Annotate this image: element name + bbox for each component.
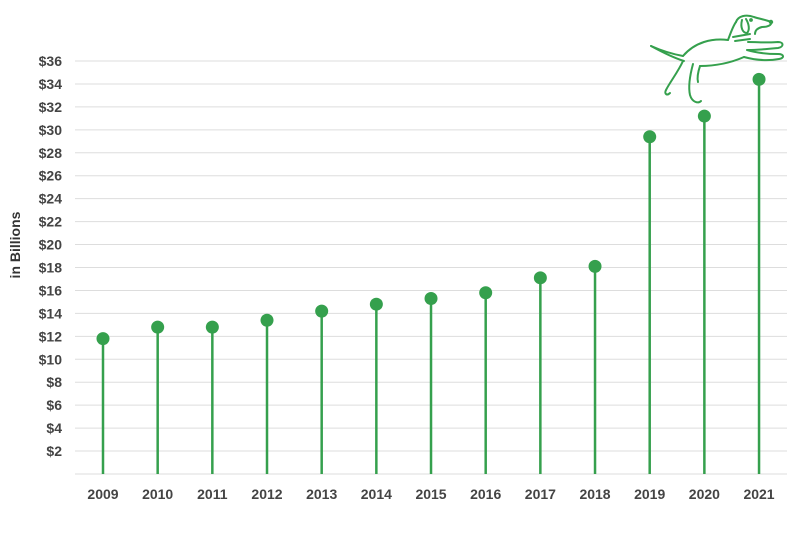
y-tick-label: $6 [46, 397, 62, 413]
dog-outline-icon [650, 14, 784, 104]
y-tick-label: $8 [46, 374, 62, 390]
y-tick-label: $36 [39, 53, 63, 69]
lollipop-point [424, 291, 438, 305]
lollipop-point [96, 332, 110, 346]
x-tick-label: 2013 [306, 486, 337, 502]
lollipop-point [205, 320, 219, 334]
x-tick-label: 2018 [579, 486, 610, 502]
y-tick-label: $22 [39, 214, 63, 230]
y-tick-label: $4 [46, 420, 62, 436]
gridlines [75, 60, 787, 475]
lollipop-point [752, 72, 766, 86]
lollipop-point [315, 304, 329, 318]
y-tick-label: $12 [39, 328, 63, 344]
y-tick-label: $10 [39, 351, 63, 367]
lollipop-point [260, 313, 274, 327]
y-tick-label: $16 [39, 282, 63, 298]
y-tick-label: $18 [39, 260, 63, 276]
x-axis-ticks: 2009 2010 2011 2012 2013 2014 2015 2016 2017 2018… [87, 486, 774, 502]
lollipop-point [151, 320, 165, 334]
y-tick-label: $32 [39, 99, 63, 115]
lollipop-point [697, 109, 711, 123]
x-tick-label: 2011 [197, 486, 228, 502]
y-tick-label: $26 [39, 168, 63, 184]
x-tick-label: 2010 [142, 486, 173, 502]
x-tick-label: 2017 [525, 486, 556, 502]
lollipop-point [588, 259, 602, 273]
y-tick-label: $14 [39, 305, 63, 321]
y-tick-label: $28 [39, 145, 63, 161]
x-tick-label: 2012 [251, 486, 282, 502]
y-tick-label: $20 [39, 237, 63, 253]
x-tick-label: 2019 [634, 486, 665, 502]
y-tick-label: $30 [39, 122, 63, 138]
y-axis-title: in Billions [7, 211, 23, 278]
lollipop-point [479, 286, 493, 300]
y-tick-label: $24 [39, 191, 63, 207]
x-tick-label: 2015 [415, 486, 446, 502]
points [96, 72, 766, 346]
y-tick-label: $2 [46, 443, 62, 459]
lollipop-point [369, 297, 383, 311]
x-tick-label: 2020 [689, 486, 720, 502]
y-axis-ticks: $2 $4 $6 $8 $10 $12 $14 $16 $18 $20 $22 $24 $26 $28 $3… [39, 53, 63, 459]
lollipop-point [533, 271, 547, 285]
x-tick-label: 2021 [743, 486, 774, 502]
x-tick-label: 2014 [361, 486, 392, 502]
lollipop-point [643, 130, 657, 144]
x-tick-label: 2016 [470, 486, 501, 502]
y-tick-label: $34 [39, 76, 63, 92]
x-tick-label: 2009 [87, 486, 118, 502]
stems [101, 79, 761, 474]
